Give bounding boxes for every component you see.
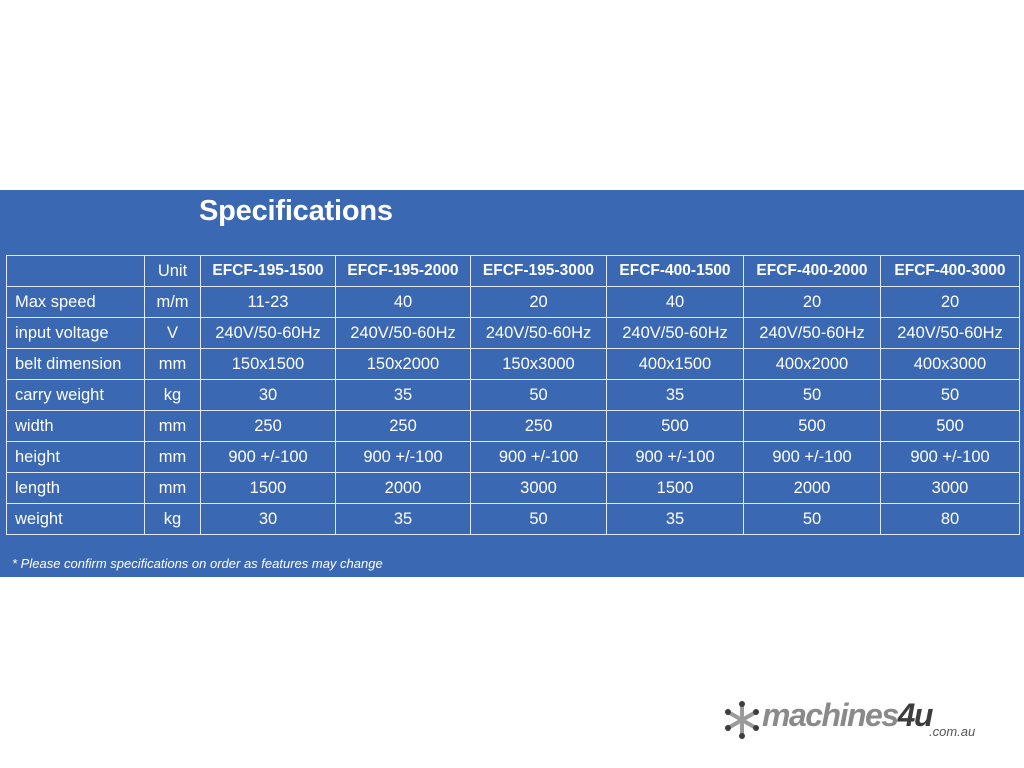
row-label: weight (6, 503, 145, 535)
cell-value: 900 +/-100 (743, 441, 881, 473)
row-label: carry weight (6, 379, 145, 411)
cell-value: 240V/50-60Hz (470, 317, 607, 349)
cell-value: 1500 (200, 472, 336, 504)
cell-value: 30 (200, 503, 336, 535)
cell-value: 500 (743, 410, 881, 442)
logo-text-machines: machines (762, 697, 899, 733)
row-label: Max speed (6, 286, 145, 318)
model-header: EFCF-400-3000 (880, 255, 1020, 287)
cell-value: 250 (470, 410, 607, 442)
cell-value: 20 (470, 286, 607, 318)
cell-value: 400x3000 (880, 348, 1020, 380)
cell-value: 1500 (606, 472, 744, 504)
table-row: Max speed m/m 11-23 40 20 40 20 20 (6, 286, 1020, 318)
table-row: carry weight kg 30 35 50 35 50 50 (6, 379, 1020, 411)
row-unit: mm (144, 410, 201, 442)
table-row: belt dimension mm 150x1500 150x2000 150x… (6, 348, 1020, 380)
table-row: length mm 1500 2000 3000 1500 2000 3000 (6, 472, 1020, 504)
cell-value: 900 +/-100 (606, 441, 744, 473)
cell-value: 240V/50-60Hz (200, 317, 336, 349)
spec-table: Unit EFCF-195-1500 EFCF-195-2000 EFCF-19… (6, 255, 1020, 535)
page-title: Specifications (199, 195, 393, 227)
logo-text-4u: 4u (897, 697, 934, 733)
row-unit: mm (144, 348, 201, 380)
cell-value: 35 (335, 503, 471, 535)
cell-value: 40 (606, 286, 744, 318)
cell-value: 50 (470, 503, 607, 535)
table-row: width mm 250 250 250 500 500 500 (6, 410, 1020, 442)
cell-value: 50 (743, 503, 881, 535)
table-row: weight kg 30 35 50 35 50 80 (6, 503, 1020, 535)
machines4u-logo: machines4u .com.au (722, 697, 992, 750)
row-unit: mm (144, 472, 201, 504)
cell-value: 250 (200, 410, 336, 442)
snowflake-star-icon (725, 701, 759, 739)
model-header: EFCF-195-1500 (200, 255, 336, 287)
cell-value: 30 (200, 379, 336, 411)
table-row: input voltage V 240V/50-60Hz 240V/50-60H… (6, 317, 1020, 349)
cell-value: 35 (606, 379, 744, 411)
cell-value: 50 (470, 379, 607, 411)
cell-value: 20 (880, 286, 1020, 318)
row-unit: mm (144, 441, 201, 473)
header-label-cell (6, 255, 145, 287)
cell-value: 900 +/-100 (880, 441, 1020, 473)
cell-value: 2000 (335, 472, 471, 504)
cell-value: 150x2000 (335, 348, 471, 380)
cell-value: 150x3000 (470, 348, 607, 380)
row-unit: V (144, 317, 201, 349)
table-row: height mm 900 +/-100 900 +/-100 900 +/-1… (6, 441, 1020, 473)
cell-value: 500 (880, 410, 1020, 442)
cell-value: 400x2000 (743, 348, 881, 380)
spec-panel: Specifications Unit EFCF-195-1500 EFCF-1… (0, 190, 1024, 577)
cell-value: 900 +/-100 (200, 441, 336, 473)
cell-value: 240V/50-60Hz (880, 317, 1020, 349)
row-unit: kg (144, 379, 201, 411)
cell-value: 240V/50-60Hz (335, 317, 471, 349)
cell-value: 900 +/-100 (335, 441, 471, 473)
unit-header: Unit (144, 255, 201, 287)
cell-value: 900 +/-100 (470, 441, 607, 473)
cell-value: 240V/50-60Hz (606, 317, 744, 349)
cell-value: 240V/50-60Hz (743, 317, 881, 349)
cell-value: 50 (743, 379, 881, 411)
model-header: EFCF-195-2000 (335, 255, 471, 287)
cell-value: 2000 (743, 472, 881, 504)
cell-value: 150x1500 (200, 348, 336, 380)
model-header: EFCF-400-2000 (743, 255, 881, 287)
cell-value: 11-23 (200, 286, 336, 318)
cell-value: 80 (880, 503, 1020, 535)
cell-value: 500 (606, 410, 744, 442)
cell-value: 3000 (880, 472, 1020, 504)
cell-value: 3000 (470, 472, 607, 504)
row-label: width (6, 410, 145, 442)
cell-value: 35 (606, 503, 744, 535)
logo-domain: .com.au (929, 724, 976, 739)
model-header: EFCF-195-3000 (470, 255, 607, 287)
row-unit: m/m (144, 286, 201, 318)
header-row: Unit EFCF-195-1500 EFCF-195-2000 EFCF-19… (6, 255, 1020, 287)
row-label: input voltage (6, 317, 145, 349)
row-unit: kg (144, 503, 201, 535)
row-label: height (6, 441, 145, 473)
disclaimer-note: * Please confirm specifications on order… (12, 556, 383, 571)
cell-value: 20 (743, 286, 881, 318)
row-label: length (6, 472, 145, 504)
cell-value: 400x1500 (606, 348, 744, 380)
cell-value: 250 (335, 410, 471, 442)
logo-wordmark: machines4u (762, 696, 934, 734)
row-label: belt dimension (6, 348, 145, 380)
model-header: EFCF-400-1500 (606, 255, 744, 287)
cell-value: 35 (335, 379, 471, 411)
cell-value: 40 (335, 286, 471, 318)
cell-value: 50 (880, 379, 1020, 411)
